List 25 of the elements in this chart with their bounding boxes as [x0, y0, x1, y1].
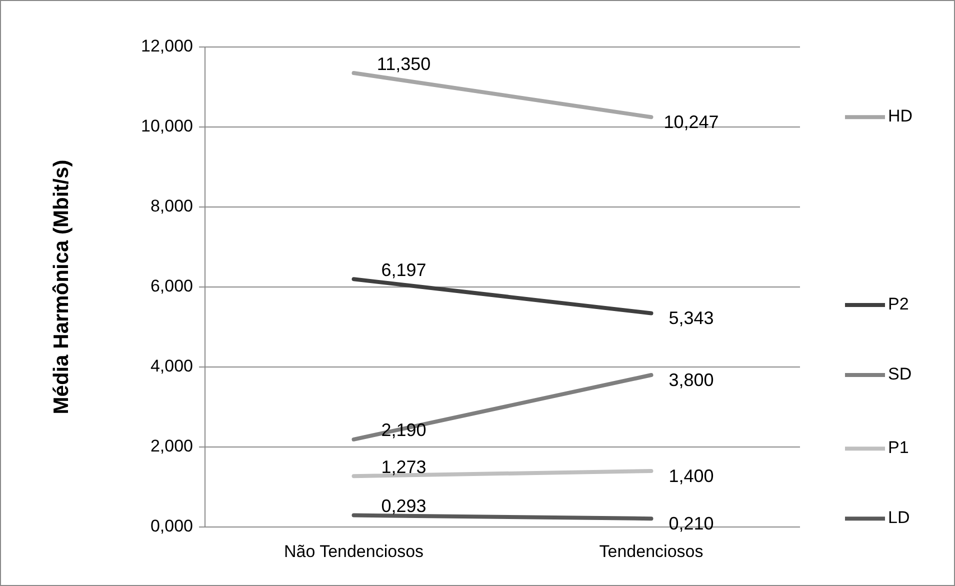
legend-label: P2: [888, 294, 909, 314]
data-label: 10,247: [664, 112, 719, 132]
data-label: 11,350: [376, 54, 431, 74]
legend-label: SD: [888, 364, 912, 384]
legend-label: LD: [888, 508, 910, 528]
y-tick-label: 4,000: [150, 356, 193, 376]
data-label: 5,343: [668, 308, 714, 328]
legend-label: HD: [888, 106, 913, 126]
y-axis-title: Média Harmônica (Mbit/s): [50, 160, 73, 414]
y-tick-label: 12,000: [141, 36, 193, 56]
y-tick-label: 8,000: [150, 196, 193, 216]
data-label: 1,273: [381, 456, 426, 477]
data-label: 2,190: [381, 420, 426, 440]
data-label: 1,400: [668, 466, 714, 486]
legend-label: P1: [888, 438, 909, 458]
y-tick-label: 6,000: [150, 276, 193, 296]
data-label: 3,800: [668, 370, 714, 390]
data-label: 0,210: [668, 513, 714, 534]
x-tick-label: Não Tendenciosos: [284, 542, 424, 561]
y-tick-label: 2,000: [150, 436, 193, 456]
data-label: 0,293: [381, 496, 426, 516]
y-tick-label: 10,000: [141, 116, 193, 136]
y-tick-label: 0,000: [150, 516, 193, 536]
data-label: 6,197: [381, 260, 426, 280]
x-tick-label: Tendenciosos: [599, 542, 704, 561]
